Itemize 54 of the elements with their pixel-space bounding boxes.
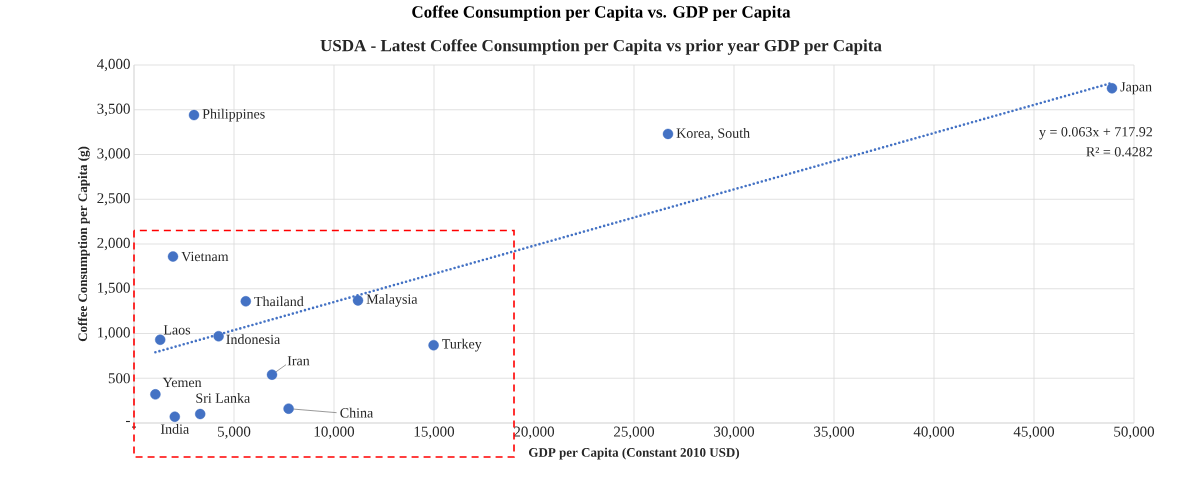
x-tick-label: 20,000: [514, 426, 555, 439]
annotation: Turkey: [442, 338, 482, 352]
x-tick-label: 25,000: [614, 426, 655, 439]
annotation: Iran: [287, 356, 310, 366]
chart-title: Coffee Consumption per Capita vs. GDP per Capita: [412, 5, 791, 22]
annotation: Laos: [163, 325, 191, 335]
point: [352, 295, 364, 306]
annotation: Korea, South: [676, 127, 750, 140]
y-tick-label: 3,500: [97, 103, 130, 116]
point: [1106, 83, 1118, 94]
point: [428, 339, 439, 351]
y-tick-label: 500: [108, 373, 130, 384]
x-tick-label: -: [132, 426, 136, 428]
annotation: India: [160, 423, 189, 434]
point: [155, 334, 166, 345]
y-tick-label: 3,000: [97, 148, 130, 161]
point: [188, 109, 200, 121]
point: [266, 369, 278, 380]
point: [240, 296, 251, 307]
x-tick-label: 45,000: [1013, 426, 1055, 439]
chart-subtitle: USDA - Latest Coffee Consumption per Capita vs prior year GDP per Capita: [320, 39, 882, 55]
x-tick-label: 35,000: [814, 426, 855, 439]
x-tick-label: 40,000: [913, 426, 955, 439]
point: [167, 251, 179, 262]
x-tick-label: 50,000: [1114, 426, 1155, 439]
annotation: Philippines: [202, 108, 265, 122]
annotation: Malaysia: [366, 294, 418, 307]
x-tick-label: 10,000: [314, 426, 355, 439]
point: [195, 408, 206, 420]
point: [150, 389, 161, 400]
annotation: R² = 0.4282: [1086, 147, 1153, 157]
x-tick-label: 30,000: [714, 426, 755, 439]
y-tick-label: 4,000: [97, 58, 130, 72]
y-tick-label: -: [126, 420, 130, 423]
point: [283, 403, 294, 414]
x-tick-label: 5,000: [218, 426, 251, 439]
annotation: y = 0.063x + 717.92: [1039, 127, 1153, 140]
point: [169, 411, 180, 422]
annotation: Sri Lanka: [196, 392, 251, 403]
y-axis-title: Coffee Consumption per Capita (g): [77, 146, 90, 342]
point: [662, 128, 674, 140]
annotation: China: [340, 407, 374, 418]
y-tick-label: 1,000: [98, 327, 130, 340]
annotation: Vietnam: [181, 251, 229, 262]
point: [213, 330, 224, 342]
annotation: Japan: [1120, 82, 1152, 95]
annotation: Thailand: [254, 296, 304, 307]
annotation: Yemen: [162, 377, 202, 388]
y-tick-label: 1,500: [98, 282, 130, 295]
x-axis-title: GDP per Capita (Constant 2010 USD): [529, 447, 740, 460]
annotation: Indonesia: [226, 334, 281, 345]
y-tick-label: 2,500: [97, 193, 130, 206]
x-tick-label: 15,000: [414, 426, 455, 439]
y-tick-label: 2,000: [97, 237, 130, 251]
